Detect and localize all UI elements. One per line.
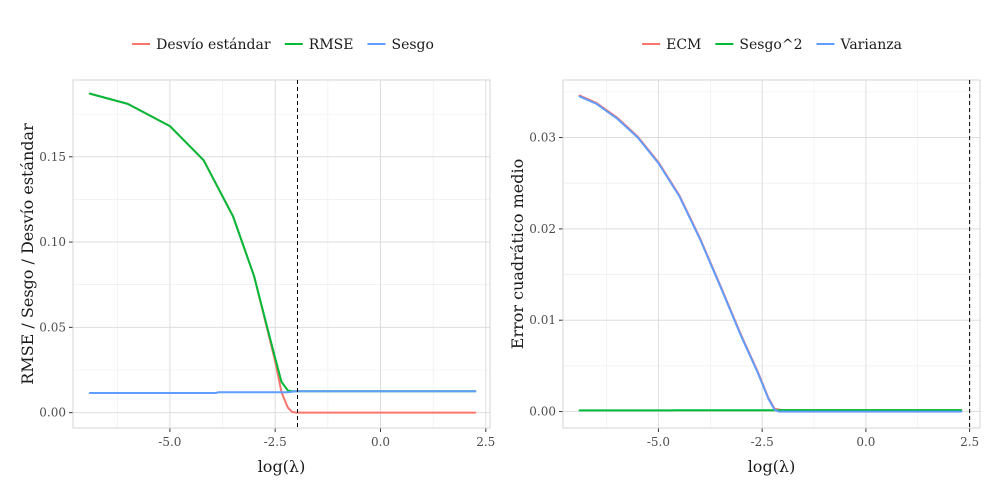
x-tick-label: -2.5 bbox=[751, 435, 774, 449]
x-tick-label: -2.5 bbox=[264, 435, 287, 449]
y-axis-title: Error cuadrático medio bbox=[508, 159, 527, 349]
legend-item: ECM bbox=[642, 37, 701, 53]
y-axis-title: RMSE / Sesgo / Desvío estándar bbox=[18, 123, 37, 385]
y-tick-label: 0.10 bbox=[39, 235, 66, 249]
plot-area bbox=[73, 80, 490, 428]
x-axis-title: log(λ) bbox=[748, 457, 796, 476]
x-tick-label: 0.0 bbox=[856, 435, 875, 449]
panel-border bbox=[72, 79, 491, 429]
legend-item: Varianza bbox=[816, 37, 902, 53]
y-tick-label: 0.15 bbox=[39, 150, 66, 164]
legend-label: Desvío estándar bbox=[156, 37, 271, 53]
y-tick-label: 0.05 bbox=[39, 320, 66, 334]
legend-label: Sesgo bbox=[392, 37, 434, 53]
legend-item: Desvío estándar bbox=[132, 37, 271, 53]
series-line-varianza bbox=[578, 95, 963, 413]
y-tick-label: 0.00 bbox=[529, 405, 556, 419]
y-tick-label: 0.03 bbox=[529, 131, 556, 145]
legend-item: RMSE bbox=[284, 37, 354, 53]
chart-panel-2: -5.0 -2.5 0.0 2.5 0.00 0.01 0.02 0.03 log(λ) Erro… bbox=[508, 37, 981, 476]
legend-item: Sesgo bbox=[367, 37, 434, 53]
y-tick-label: 0.01 bbox=[529, 313, 556, 327]
legend-label: RMSE bbox=[309, 37, 354, 53]
x-tick-label: -5.0 bbox=[647, 435, 670, 449]
legend: ECM Sesgo^2 Varianza bbox=[642, 37, 902, 53]
x-axis-title: log(λ) bbox=[258, 457, 306, 476]
legend-label: ECM bbox=[666, 37, 701, 53]
legend: Desvío estándar RMSE Sesgo bbox=[132, 37, 434, 53]
plot-area bbox=[563, 80, 980, 428]
legend-label: Sesgo^2 bbox=[739, 37, 802, 53]
x-tick-label: 2.5 bbox=[960, 435, 979, 449]
x-tick-label: -5.0 bbox=[158, 435, 181, 449]
y-tick-label: 0.02 bbox=[529, 222, 556, 236]
x-tick-label: 2.5 bbox=[476, 435, 495, 449]
x-tick-label: 0.0 bbox=[371, 435, 390, 449]
series-line-sesgo bbox=[88, 390, 477, 394]
panel-border bbox=[562, 79, 981, 429]
legend-item: Sesgo^2 bbox=[715, 37, 802, 53]
y-tick-label: 0.00 bbox=[39, 406, 66, 420]
legend-label: Varianza bbox=[840, 37, 902, 53]
chart-panel-1: -5.0 -2.5 0.0 2.5 0.00 0.05 0.10 0.15 log(λ) RMSE… bbox=[18, 37, 495, 476]
